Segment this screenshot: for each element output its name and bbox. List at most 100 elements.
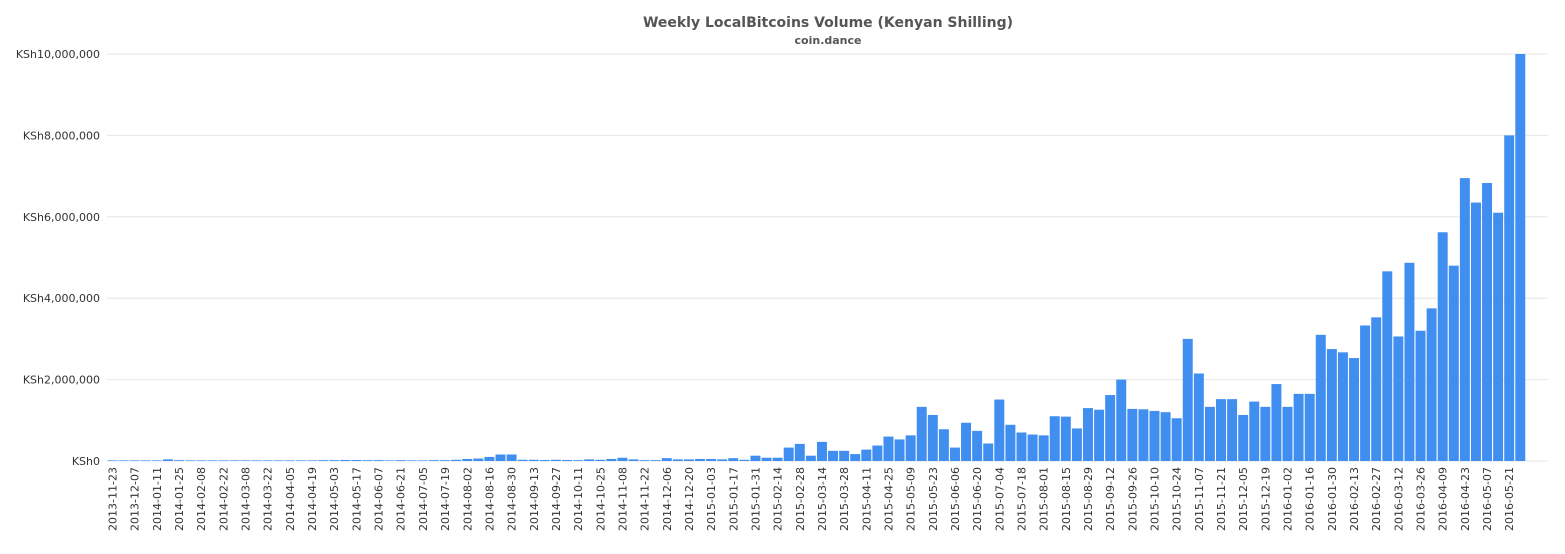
bar	[140, 460, 151, 461]
bar	[938, 429, 949, 461]
bar	[794, 443, 805, 461]
bar	[994, 399, 1005, 461]
bar	[451, 459, 462, 461]
bar	[495, 454, 506, 461]
x-tick-label: 2015-01-03	[705, 467, 718, 531]
x-tick-label: 2014-09-27	[550, 467, 563, 531]
bar	[462, 458, 473, 461]
x-tick-label: 2014-08-16	[483, 467, 496, 531]
bar	[761, 457, 772, 461]
bar	[1071, 428, 1082, 461]
bar	[650, 460, 661, 461]
bar	[1326, 349, 1337, 461]
bar	[218, 460, 229, 461]
bar	[1171, 418, 1182, 461]
x-tick-label: 2016-01-16	[1304, 467, 1317, 531]
x-tick-label: 2014-07-19	[439, 467, 452, 531]
chart-title: Weekly LocalBitcoins Volume (Kenyan Shil…	[643, 15, 1013, 31]
bar	[273, 460, 284, 461]
x-tick-label: 2014-04-05	[284, 467, 297, 531]
bar	[1127, 408, 1138, 461]
bar	[1448, 265, 1459, 461]
bar	[584, 459, 595, 461]
bar	[384, 460, 395, 461]
bar	[1459, 178, 1470, 461]
bar	[1371, 317, 1382, 461]
x-tick-label: 2015-11-07	[1193, 467, 1206, 531]
y-tick-label: KSh10,000,000	[16, 48, 100, 61]
x-tick-label: 2014-10-25	[594, 467, 607, 531]
x-tick-label: 2015-02-14	[772, 467, 785, 531]
x-tick-label: 2016-05-21	[1503, 467, 1516, 531]
bar	[440, 460, 451, 461]
bar	[783, 447, 794, 461]
bar	[151, 460, 162, 461]
bar	[949, 447, 960, 461]
x-tick-label: 2015-09-26	[1126, 467, 1139, 531]
bar	[1437, 232, 1448, 461]
x-tick-label: 2014-11-22	[639, 467, 652, 531]
bar	[1116, 379, 1127, 461]
x-tick-label: 2015-04-25	[882, 467, 895, 531]
bar	[1005, 424, 1016, 461]
bar	[1360, 325, 1371, 461]
bar	[1282, 406, 1293, 461]
bar	[229, 460, 240, 461]
bar	[395, 460, 406, 461]
bar	[1404, 262, 1415, 461]
bar	[839, 450, 850, 461]
bar	[628, 459, 639, 461]
bar	[1470, 202, 1481, 461]
bar	[1060, 416, 1071, 461]
bar	[1094, 409, 1105, 461]
x-tick-label: 2015-01-17	[727, 467, 740, 531]
x-tick-label: 2014-08-02	[461, 467, 474, 531]
x-tick-label: 2014-01-25	[173, 467, 186, 531]
x-tick-label: 2013-12-07	[129, 467, 142, 531]
bar	[1049, 416, 1060, 461]
x-tick-label: 2015-11-21	[1215, 467, 1228, 531]
bar	[318, 460, 329, 461]
x-tick-label: 2015-04-11	[860, 467, 873, 531]
bar	[562, 459, 572, 461]
bar	[617, 457, 628, 461]
bar	[196, 460, 207, 461]
bar	[1249, 401, 1260, 461]
bar	[983, 443, 994, 461]
bar	[1504, 135, 1515, 461]
x-tick-label: 2016-04-09	[1437, 467, 1450, 531]
x-tick-label: 2016-03-26	[1415, 467, 1428, 531]
bar	[406, 460, 417, 461]
bar	[695, 458, 706, 461]
bar	[1038, 435, 1049, 461]
bar	[284, 460, 295, 461]
bar	[1083, 408, 1093, 461]
x-tick-label: 2014-05-03	[328, 467, 341, 531]
x-tick-label: 2014-08-30	[506, 467, 519, 531]
x-tick-label: 2015-03-14	[816, 467, 829, 531]
x-tick-label: 2014-11-08	[616, 467, 629, 531]
bar	[129, 460, 140, 461]
y-tick-label: KSh8,000,000	[23, 129, 100, 142]
x-tick-label: 2015-12-19	[1259, 467, 1272, 531]
bar	[661, 458, 672, 461]
bar	[1105, 395, 1116, 461]
bar	[340, 459, 351, 461]
bar	[484, 456, 495, 461]
x-tick-label: 2014-12-20	[683, 467, 696, 531]
bar	[927, 415, 938, 461]
bar	[828, 450, 839, 461]
bar	[905, 435, 916, 461]
bar	[1182, 338, 1193, 461]
bar	[1227, 399, 1238, 461]
x-tick-label: 2016-03-12	[1392, 467, 1405, 531]
x-tick-label: 2016-04-23	[1459, 467, 1472, 531]
bar	[1149, 410, 1160, 461]
x-tick-label: 2015-09-12	[1104, 467, 1117, 531]
x-tick-label: 2015-05-09	[905, 467, 918, 531]
bar	[1515, 54, 1526, 461]
x-tick-label: 2014-02-08	[195, 467, 208, 531]
bar	[207, 460, 218, 461]
bar	[251, 460, 262, 461]
